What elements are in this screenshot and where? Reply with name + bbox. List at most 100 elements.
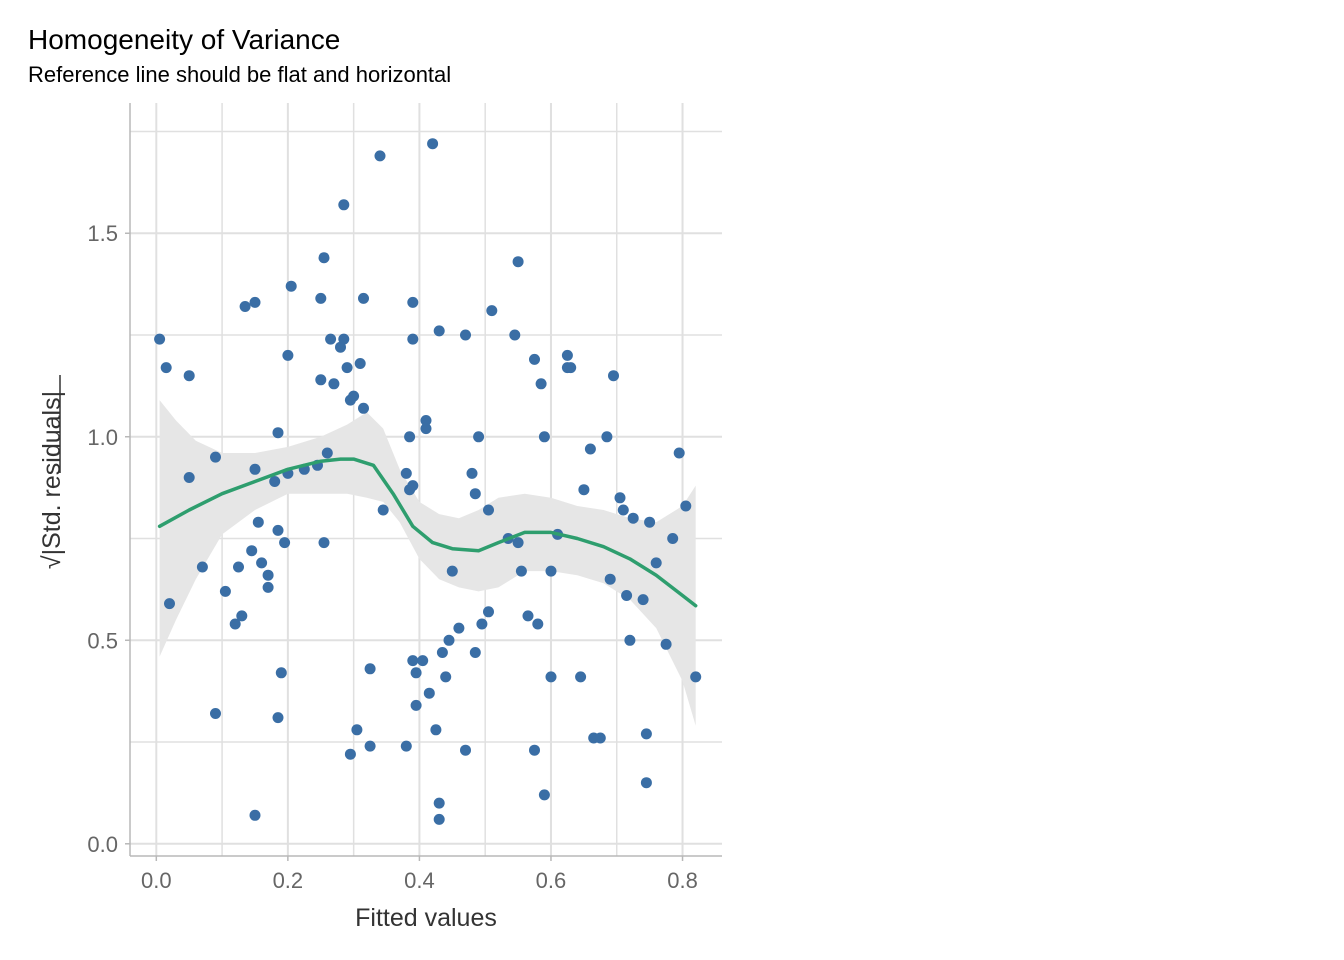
data-point <box>529 744 540 756</box>
data-point <box>285 280 297 292</box>
data-point <box>272 712 284 724</box>
y-tick-label: 0.5 <box>87 628 118 653</box>
data-point <box>344 748 356 760</box>
data-point <box>249 463 261 475</box>
data-point <box>545 565 557 577</box>
data-point <box>338 333 350 345</box>
data-point <box>469 647 481 658</box>
data-point <box>410 667 422 679</box>
data-point <box>252 516 264 528</box>
data-point <box>637 594 649 606</box>
data-point <box>407 296 419 308</box>
data-point <box>269 476 281 487</box>
data-point <box>640 728 652 740</box>
data-point <box>512 256 524 268</box>
x-tick-label: 0.0 <box>141 868 172 893</box>
data-point <box>561 349 573 361</box>
data-point <box>512 537 524 549</box>
data-point <box>279 537 291 549</box>
data-point <box>486 305 498 317</box>
data-point <box>476 618 488 630</box>
data-point <box>229 618 241 630</box>
data-point <box>538 431 550 443</box>
data-point <box>460 329 471 341</box>
data-point <box>219 585 231 597</box>
data-point <box>239 301 251 312</box>
data-point <box>272 427 284 439</box>
data-point <box>522 610 534 622</box>
data-point <box>433 797 445 809</box>
data-point <box>246 545 258 557</box>
data-point <box>407 480 419 492</box>
data-point <box>315 374 327 386</box>
data-point <box>321 447 333 459</box>
data-point <box>680 500 692 512</box>
data-point <box>436 647 448 658</box>
data-point <box>644 516 656 528</box>
data-point <box>196 561 208 573</box>
data-point <box>328 378 340 390</box>
data-point <box>358 402 369 414</box>
data-point <box>690 671 702 683</box>
data-point <box>249 809 261 821</box>
data-point <box>410 699 422 711</box>
data-point <box>417 655 429 667</box>
data-point <box>621 590 633 601</box>
y-axis-title: √|Std. residuals| <box>38 391 66 569</box>
data-point <box>650 557 662 569</box>
data-point <box>420 415 432 426</box>
x-tick-label: 0.8 <box>667 868 698 893</box>
data-point <box>315 292 327 304</box>
data-point <box>282 349 294 361</box>
data-point <box>262 581 274 593</box>
data-point <box>509 329 521 341</box>
data-point <box>433 813 445 825</box>
data-point <box>407 655 419 667</box>
data-point <box>469 488 481 500</box>
data-point <box>617 504 629 516</box>
data-point <box>575 671 587 683</box>
data-point <box>529 353 540 365</box>
data-point <box>407 333 419 345</box>
data-point <box>466 467 478 479</box>
data-point <box>673 447 685 459</box>
x-tick-label: 0.2 <box>273 868 304 893</box>
data-point <box>640 777 652 789</box>
data-point <box>565 362 577 374</box>
data-point <box>667 533 679 544</box>
data-point <box>627 512 639 524</box>
data-point <box>578 484 590 496</box>
data-point <box>423 687 435 699</box>
data-point <box>183 370 195 382</box>
data-point <box>584 443 596 455</box>
data-point <box>236 610 248 622</box>
data-point <box>275 667 287 679</box>
data-point <box>183 472 195 483</box>
data-point <box>318 252 330 264</box>
data-point <box>532 618 544 630</box>
data-point <box>325 333 337 345</box>
chart-title: Homogeneity of Variance <box>28 24 341 55</box>
data-point <box>535 378 547 390</box>
data-point <box>443 634 455 646</box>
data-point <box>515 565 527 577</box>
data-point <box>210 708 221 719</box>
data-point <box>262 569 274 581</box>
chart-subtitle: Reference line should be flat and horizo… <box>28 62 452 87</box>
y-axis-title-radical: √ <box>38 555 66 569</box>
data-point <box>433 325 445 337</box>
data-point <box>364 663 376 675</box>
axes <box>129 103 722 857</box>
data-point <box>538 789 550 801</box>
y-tick-label: 1.0 <box>87 425 118 450</box>
data-point <box>341 362 353 374</box>
data-points <box>154 138 702 825</box>
data-point <box>545 671 557 683</box>
data-point <box>427 138 439 150</box>
data-point <box>160 362 172 374</box>
data-point <box>460 744 471 756</box>
data-point <box>256 557 268 569</box>
data-point <box>404 431 416 443</box>
data-point <box>374 150 386 162</box>
data-point <box>608 370 619 382</box>
